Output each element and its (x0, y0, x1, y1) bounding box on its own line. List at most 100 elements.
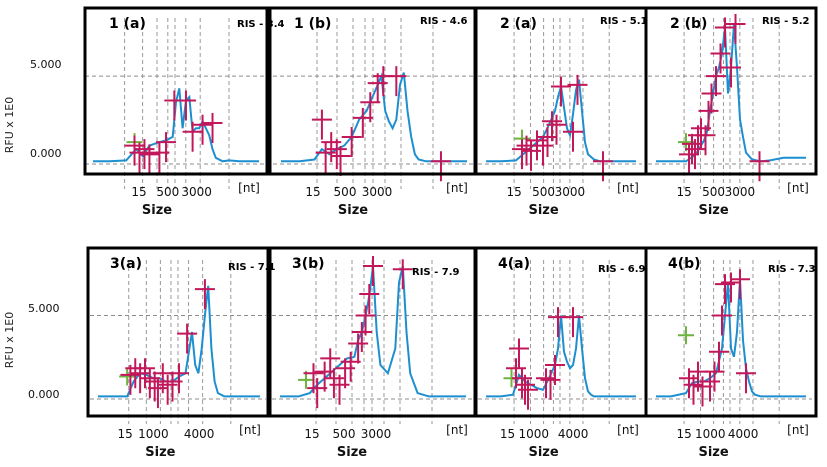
panel-5-x-axis-label: Size (145, 445, 175, 460)
panel-8-xtick: 1000 (695, 427, 726, 441)
peak-marker (315, 142, 336, 173)
panel-4-trace-line (656, 23, 806, 163)
panel-1: 1 (a) RIS - 3.4 15 500 3000 [nt] Size (83, 6, 284, 218)
panel-7-x-unit: [nt] (617, 423, 639, 437)
ladder-marker (119, 367, 136, 386)
panel-6-x-axis-label: Size (337, 445, 367, 460)
peak-marker (563, 121, 583, 152)
panel-4: 2 (b) RIS - 5.2 15 500 3000 [nt] Size (644, 6, 818, 218)
peak-marker (700, 371, 720, 402)
panel-8-ris-label: RIS - 7.3 (768, 264, 815, 275)
peak-marker (194, 279, 215, 310)
panel-7-xtick: 15 (500, 427, 515, 441)
row1-y-axis-label: RFU x 1E0 (3, 97, 16, 153)
panel-3-xtick: 500 (532, 185, 555, 199)
peak-marker (355, 305, 376, 336)
panel-6-trace-line (280, 265, 466, 398)
panel-7-trace-line (486, 315, 636, 398)
peak-marker (709, 341, 729, 372)
panel-6-xtick: 500 (333, 427, 356, 441)
peak-marker (736, 363, 756, 394)
peak-marker (341, 126, 362, 157)
panel-8-xtick: 15 (676, 427, 691, 441)
peak-marker (545, 355, 565, 385)
panel-3-title: 2 (a) (500, 16, 537, 32)
peak-marker (537, 126, 558, 157)
panel-1-xtick: 3000 (181, 185, 212, 199)
peak-marker (546, 114, 567, 145)
peak-marker (351, 322, 372, 352)
panel-4-frame (644, 6, 818, 176)
panel-5-xtick: 4000 (184, 427, 215, 441)
panel-6-title: 3(b) (292, 256, 325, 272)
peak-marker (540, 369, 561, 400)
panel-2: 1 (b) RIS - 4.6 15 500 3000 [nt] Size (268, 6, 477, 218)
panel-5-gridlines (128, 260, 232, 424)
peak-marker (144, 371, 165, 402)
peak-marker (320, 348, 341, 379)
peak-marker (695, 125, 716, 156)
peak-marker (698, 100, 719, 131)
peak-marker (323, 368, 344, 399)
panel-5-title: 3(a) (110, 256, 142, 272)
peak-marker (392, 259, 413, 290)
peak-marker (712, 305, 732, 336)
peak-marker (124, 135, 145, 166)
peak-marker (749, 151, 770, 182)
peak-marker (704, 361, 725, 392)
panel-6-xtick: 3000 (361, 427, 392, 441)
peak-marker (542, 111, 562, 142)
panel-8-x-axis-label: Size (698, 445, 728, 460)
peak-marker (157, 374, 178, 405)
peak-marker (710, 43, 731, 74)
peak-marker (512, 368, 532, 399)
panel-2-xtick: 15 (305, 185, 320, 199)
panel-6-xtick: 15 (304, 427, 319, 441)
panel-7-title: 4(a) (498, 256, 530, 272)
panel-2-title: 1 (b) (294, 16, 331, 32)
panel-5-ris-label: RIS - 7.1 (228, 262, 275, 273)
peak-marker (685, 139, 705, 170)
peak-marker (715, 17, 735, 48)
peak-marker (533, 135, 553, 166)
peak-marker (721, 272, 741, 303)
panel-7: 4(a) RIS - 6.9 15 1000 4000 [nt] Size (474, 246, 648, 460)
peak-marker (326, 139, 347, 170)
panel-1-ris-label: RIS - 3.4 (237, 19, 284, 30)
ladder-marker (678, 326, 694, 345)
row2-ytick-0000: 0.000 (28, 388, 60, 401)
panel-7-xtick: 1000 (518, 427, 549, 441)
panel-5: 3(a) RIS - 7.1 15 1000 4000 [nt] Size (86, 246, 275, 460)
panel-4-xtick: 15 (676, 185, 691, 199)
peak-marker (518, 379, 538, 410)
panel-6: 3(b) RIS - 7.9 15 500 3000 [nt] Size (268, 246, 477, 460)
peak-marker (512, 139, 532, 170)
peak-marker (683, 374, 704, 405)
panel-2-ris-label: RIS - 4.6 (420, 16, 467, 27)
peak-marker (156, 132, 177, 163)
peak-marker (182, 121, 203, 152)
panel-7-ris-label: RIS - 6.9 (598, 264, 645, 275)
panel-8-x-unit: [nt] (787, 423, 809, 437)
panel-1-frame (83, 6, 269, 176)
peak-marker (202, 113, 223, 144)
panel-8-frame (644, 246, 818, 418)
peak-marker (139, 144, 160, 175)
peak-marker (329, 374, 350, 405)
peak-marker (359, 284, 380, 315)
peak-marker (175, 90, 196, 121)
peak-marker (363, 256, 383, 286)
peak-marker (567, 74, 588, 105)
peak-marker (314, 361, 335, 392)
peak-marker (725, 14, 746, 44)
panels-group: 1 (a) RIS - 3.415 500 3000 [nt]Size 1 (b) RIS … (83, 6, 818, 460)
panel-2-trace-line (281, 72, 467, 163)
panel-5-frame (86, 246, 270, 418)
panel-8-xtick: 4000 (728, 427, 759, 441)
row1-ytick-0000: 0.000 (30, 147, 62, 160)
peak-marker (177, 323, 198, 354)
peak-marker (730, 269, 750, 300)
peak-marker (430, 151, 451, 182)
